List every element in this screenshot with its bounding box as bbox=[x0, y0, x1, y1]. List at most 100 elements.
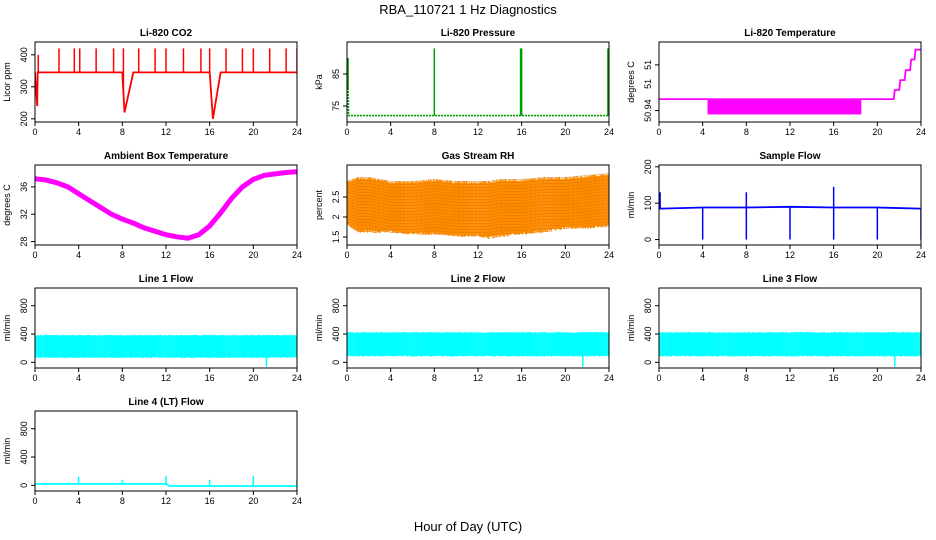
panel-9-y-tick-label: 400 bbox=[643, 327, 653, 342]
panel-10-y-tick-label: 0 bbox=[19, 483, 29, 488]
panel-3-x-tick-label: 16 bbox=[829, 127, 839, 137]
panel-10-x-tick-label: 0 bbox=[32, 496, 37, 506]
panel-5: Gas Stream RH percent 0 4 8 12 16 20 24 1.5 2 2.5 bbox=[314, 151, 614, 260]
panel-3-x-tick-label: 4 bbox=[700, 127, 705, 137]
panel-6-y-axis-label: ml/min bbox=[626, 192, 636, 219]
panel-8-y-tick-label: 800 bbox=[331, 298, 341, 313]
panel-7-data bbox=[35, 334, 297, 367]
panel-10-y-axis-label: ml/min bbox=[2, 438, 12, 465]
panel-8-data bbox=[347, 331, 609, 367]
panel-1-x-tick-label: 20 bbox=[248, 127, 258, 137]
panel-8-x-tick-label: 24 bbox=[604, 373, 614, 383]
panel-2-frame bbox=[346, 41, 610, 123]
panel-3-x-tick-label: 0 bbox=[656, 127, 661, 137]
panel-7-x-tick-label: 16 bbox=[205, 373, 215, 383]
panel-10-data bbox=[35, 476, 297, 487]
panel-3-x-tick-label: 8 bbox=[744, 127, 749, 137]
panel-10-x-tick-label: 20 bbox=[248, 496, 258, 506]
panel-1-data bbox=[35, 48, 297, 119]
panel-3-y-tick-label: 50.94 bbox=[643, 99, 653, 122]
panel-6-x-tick-label: 24 bbox=[916, 250, 926, 260]
panel-7-y-tick-label: 400 bbox=[19, 327, 29, 342]
figure-title: RBA_110721 1 Hz Diagnostics bbox=[379, 2, 557, 17]
panel-3-x-tick-label: 24 bbox=[916, 127, 926, 137]
panel-9-x-tick-label: 4 bbox=[700, 373, 705, 383]
panel-9-data bbox=[659, 331, 921, 367]
panel-2-data bbox=[347, 48, 609, 117]
panel-6-y-tick-label: 100 bbox=[643, 196, 653, 211]
panel-6-series-line bbox=[659, 192, 921, 210]
panel-8-y-tick-label: 0 bbox=[331, 360, 341, 365]
panel-3-y-axis-label: degrees C bbox=[626, 61, 636, 103]
panel-7-x-tick-label: 20 bbox=[248, 373, 258, 383]
panel-6-x-tick-label: 4 bbox=[700, 250, 705, 260]
panel-4-title: Ambient Box Temperature bbox=[104, 151, 229, 162]
panel-1-y-tick-label: 200 bbox=[19, 111, 29, 126]
panel-4-series-line bbox=[35, 169, 297, 241]
panel-8-x-tick-label: 12 bbox=[473, 373, 483, 383]
panel-2-series-line bbox=[347, 57, 609, 117]
panel-1-title: Li-820 CO2 bbox=[140, 28, 193, 39]
panel-8-x-tick-label: 0 bbox=[344, 373, 349, 383]
panel-5-x-tick-label: 12 bbox=[473, 250, 483, 260]
panel-2-x-tick-label: 4 bbox=[388, 127, 393, 137]
panel-9-title: Line 3 Flow bbox=[763, 274, 818, 285]
panel-3-title: Li-820 Temperature bbox=[744, 28, 836, 39]
panel-10-series-line bbox=[35, 482, 297, 487]
panel-9-y-tick-label: 800 bbox=[643, 298, 653, 313]
panel-6-y-tick-label: 0 bbox=[643, 237, 653, 242]
panel-10-y-tick-label: 800 bbox=[19, 421, 29, 436]
panel-7-x-tick-label: 12 bbox=[161, 373, 171, 383]
panel-6-x-tick-label: 8 bbox=[744, 250, 749, 260]
panel-4-x-tick-label: 16 bbox=[205, 250, 215, 260]
panel-9-x-tick-label: 20 bbox=[872, 373, 882, 383]
panel-10-y-tick-label: 400 bbox=[19, 450, 29, 465]
panel-9-x-tick-label: 12 bbox=[785, 373, 795, 383]
panel-8-x-tick-label: 20 bbox=[560, 373, 570, 383]
panel-1-x-tick-label: 12 bbox=[161, 127, 171, 137]
panel-8-x-tick-label: 4 bbox=[388, 373, 393, 383]
panel-3: Li-820 Temperature degrees C 0 4 8 12 16 20 24 50… bbox=[626, 28, 926, 137]
panel-10-x-tick-label: 4 bbox=[76, 496, 81, 506]
panel-4-x-tick-label: 24 bbox=[292, 250, 302, 260]
panel-10: Line 4 (LT) Flow ml/min 0 4 8 12 16 20 24 0 400 800 bbox=[2, 397, 302, 506]
panel-10-x-tick-label: 24 bbox=[292, 496, 302, 506]
panel-5-y-tick-label: 2.5 bbox=[331, 191, 341, 204]
panel-9-y-tick-label: 0 bbox=[643, 360, 653, 365]
panel-8-y-tick-label: 400 bbox=[331, 327, 341, 342]
panel-1: Li-820 CO2 Licor ppm 0 4 8 12 16 20 24 200 300 400 bbox=[2, 28, 302, 137]
panel-8-x-tick-label: 8 bbox=[432, 373, 437, 383]
panel-10-x-tick-label: 16 bbox=[205, 496, 215, 506]
panel-4-x-tick-label: 20 bbox=[248, 250, 258, 260]
panel-6-x-tick-label: 16 bbox=[829, 250, 839, 260]
panel-4-y-tick-label: 36 bbox=[19, 182, 29, 192]
panel-10-title: Line 4 (LT) Flow bbox=[128, 397, 204, 408]
panel-9: Line 3 Flow ml/min 0 4 8 12 16 20 24 0 400 800 bbox=[626, 274, 926, 383]
panel-5-x-tick-label: 4 bbox=[388, 250, 393, 260]
panel-1-x-tick-label: 16 bbox=[205, 127, 215, 137]
panel-9-x-tick-label: 8 bbox=[744, 373, 749, 383]
panel-9-x-tick-label: 24 bbox=[916, 373, 926, 383]
panel-9-x-tick-label: 16 bbox=[829, 373, 839, 383]
panel-6-y-tick-label: 200 bbox=[643, 159, 653, 174]
panel-2: Li-820 Pressure kPa 0 4 8 12 16 20 24 75 85 bbox=[314, 28, 614, 137]
panel-6-data bbox=[659, 186, 921, 240]
panel-2-x-tick-label: 0 bbox=[344, 127, 349, 137]
panel-2-y-axis-label: kPa bbox=[314, 74, 324, 90]
panel-5-x-tick-label: 8 bbox=[432, 250, 437, 260]
panel-4-y-tick-label: 28 bbox=[19, 237, 29, 247]
panel-7-x-tick-label: 4 bbox=[76, 373, 81, 383]
panel-7-x-tick-label: 0 bbox=[32, 373, 37, 383]
panel-1-y-axis-label: Licor ppm bbox=[2, 62, 12, 102]
panel-8-y-axis-label: ml/min bbox=[314, 315, 324, 342]
panel-7-title: Line 1 Flow bbox=[139, 274, 194, 285]
panel-2-x-tick-label: 8 bbox=[432, 127, 437, 137]
panel-4-x-tick-label: 12 bbox=[161, 250, 171, 260]
panel-7-x-tick-label: 8 bbox=[120, 373, 125, 383]
panel-5-y-tick-label: 1.5 bbox=[331, 231, 341, 244]
panel-5-y-axis-label: percent bbox=[314, 189, 324, 220]
figure-x-axis-label: Hour of Day (UTC) bbox=[414, 519, 522, 534]
panel-2-x-tick-label: 20 bbox=[560, 127, 570, 137]
